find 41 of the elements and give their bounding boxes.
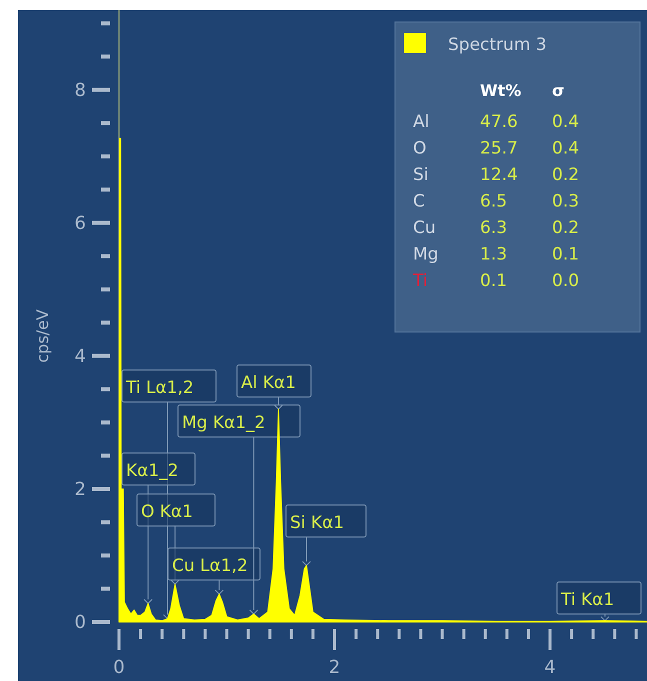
annotation: σ (552, 81, 564, 100)
annotation: Wt% (480, 81, 522, 100)
annotation: Cu Lα1,2 (172, 556, 248, 576)
annotation: Kα1_2 (126, 461, 178, 481)
legend-label: Spectrum 3 (448, 35, 547, 55)
annotation: Si (413, 165, 429, 185)
annotation: Cu (413, 218, 436, 238)
y-tick-label: 6 (74, 212, 86, 234)
annotation: Ti (412, 271, 428, 291)
x-tick-label: 2 (328, 657, 340, 678)
annotation: Mg Kα1_2 (182, 413, 266, 433)
annotation: 47.6 (480, 112, 518, 132)
annotation: 6.3 (480, 218, 508, 238)
annotation: 0.4 (552, 112, 580, 132)
annotation: 0.2 (552, 218, 580, 238)
annotation: 0.3 (552, 192, 580, 212)
y-tick-label: 0 (74, 612, 86, 633)
annotation: 6.5 (480, 192, 508, 212)
annotation: Al (413, 112, 430, 132)
y-axis-title: cps/eV (33, 309, 52, 363)
x-tick-label: 0 (113, 657, 125, 678)
annotation: Si Kα1 (290, 513, 344, 533)
annotation: 12.4 (480, 165, 518, 185)
annotation: 0.1 (480, 271, 508, 291)
annotation: Ti Kα1 (560, 590, 614, 610)
x-tick-label: 4 (544, 657, 556, 678)
y-tick-label: 4 (74, 346, 86, 367)
annotation: 0.2 (552, 165, 580, 185)
annotation: Al Kα1 (241, 373, 296, 393)
annotation: Ti Lα1,2 (125, 378, 194, 398)
annotation: Mg (413, 244, 438, 264)
annotation: 25.7 (480, 138, 518, 158)
y-tick-label: 2 (74, 478, 86, 500)
annotation: 0.4 (552, 138, 580, 158)
annotation: 0.1 (552, 244, 580, 264)
annotation: O (413, 138, 426, 158)
annotation: 0.0 (552, 271, 580, 291)
annotation: C (413, 192, 425, 212)
annotation: O Kα1 (141, 502, 193, 522)
annotation: 1.3 (480, 244, 508, 264)
y-tick-label: 8 (74, 80, 86, 101)
